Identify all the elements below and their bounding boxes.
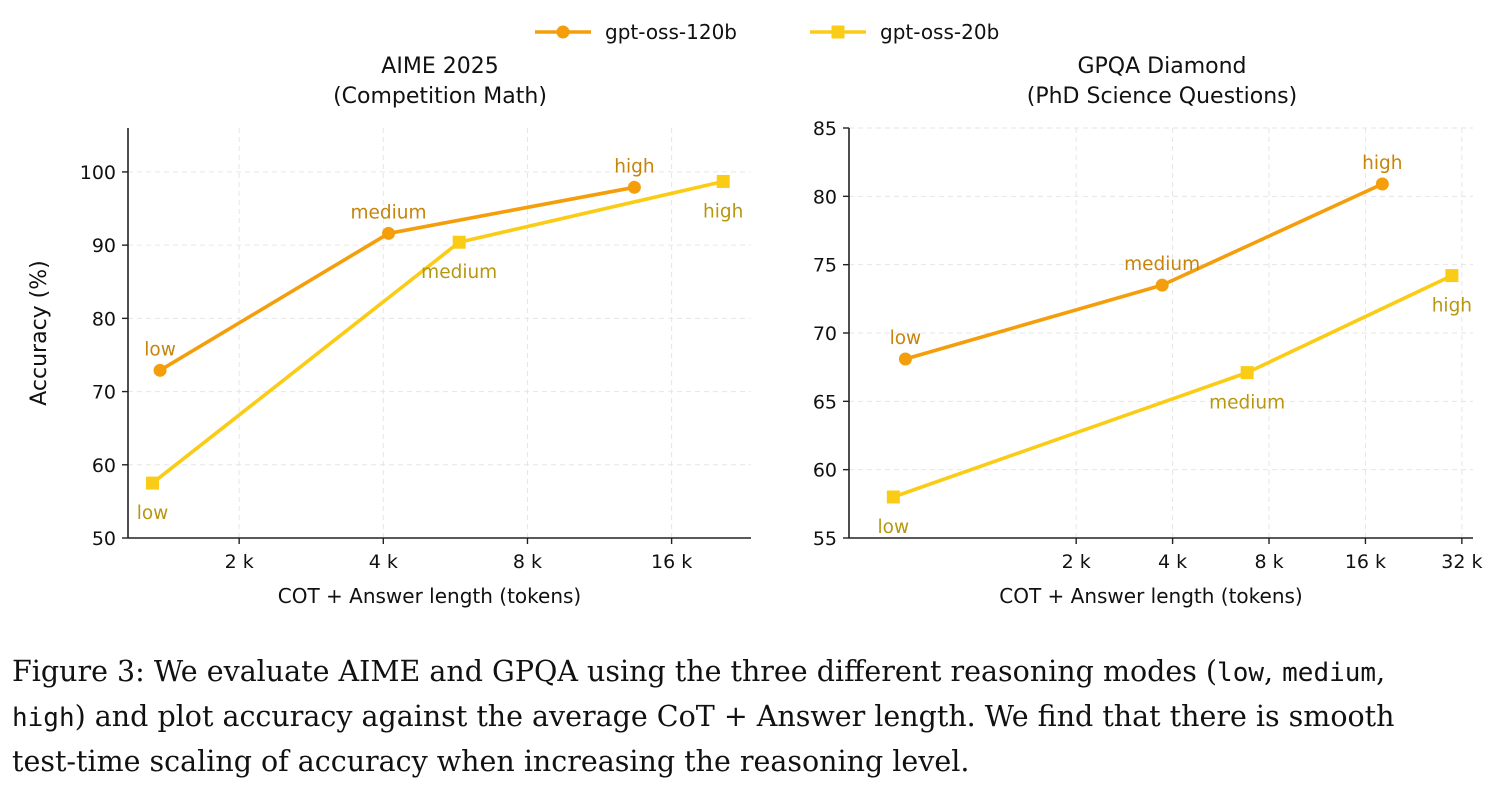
- x-tick-label: 4 k: [1158, 551, 1187, 573]
- legend-label: gpt-oss-20b: [880, 20, 999, 44]
- data-label-high: high: [1362, 153, 1402, 174]
- y-tick-label: 100: [80, 162, 116, 184]
- y-tick-label: 60: [92, 455, 116, 477]
- data-point-gpt-oss-120b: [1155, 278, 1169, 292]
- y-tick-label: 90: [92, 235, 116, 257]
- y-axis-label: Accuracy (%): [27, 260, 52, 406]
- figure-caption: Figure 3: We evaluate AIME and GPQA usin…: [12, 650, 1497, 783]
- series-gpt-oss-120b: low medium high: [144, 156, 655, 377]
- data-label-high: high: [703, 201, 743, 222]
- caption-mode-high: high: [12, 703, 75, 733]
- x-tick-label: 8 k: [1254, 551, 1283, 573]
- figure-canvas: gpt-oss-120b gpt-oss-20b 50 60 70 80 90 100 2 k…: [27, 20, 1483, 608]
- x-tick-label: 32 k: [1441, 551, 1482, 573]
- x-tick-label: 2 k: [225, 551, 254, 573]
- aime-chart-panel: 50 60 70 80 90 100 2 k 4 k 8 k 16 k AIME 2025 (Comp…: [27, 54, 751, 608]
- data-label-low: low: [878, 517, 910, 538]
- data-label-low: low: [890, 328, 922, 349]
- data-label-low: low: [144, 339, 176, 360]
- series-line-gpt-oss-20b: [151, 179, 724, 485]
- legend-entry-gpt-oss-20b: gpt-oss-20b: [810, 20, 999, 44]
- data-point-gpt-oss-20b: [1240, 366, 1254, 380]
- x-tick-label: 8 k: [513, 551, 542, 573]
- x-axis-label: COT + Answer length (tokens): [278, 584, 581, 608]
- chart-title: AIME 2025: [381, 54, 498, 79]
- data-point-gpt-oss-20b: [1445, 269, 1459, 283]
- caption-text: ) and plot accuracy against the average …: [74, 700, 1395, 733]
- y-tick-label: 85: [813, 118, 837, 140]
- legend-marker: [831, 25, 845, 39]
- caption-line-2: high) and plot accuracy against the aver…: [12, 695, 1497, 740]
- chart-subtitle: (PhD Science Questions): [1027, 84, 1297, 109]
- data-label-high: high: [1432, 296, 1472, 317]
- series-gpt-oss-20b: low medium high: [878, 269, 1472, 538]
- series-gpt-oss-120b: low medium high: [890, 153, 1403, 366]
- data-point-gpt-oss-120b: [627, 180, 641, 194]
- chart-subtitle: (Competition Math): [333, 84, 547, 109]
- y-tick-label: 80: [813, 186, 837, 208]
- caption-separator: ,: [1376, 655, 1386, 688]
- x-tick-label: 16 k: [1345, 551, 1386, 573]
- y-tick-label: 80: [92, 308, 116, 330]
- data-label-medium: medium: [1124, 254, 1200, 275]
- data-point-gpt-oss-120b: [1375, 177, 1389, 191]
- data-label-low: low: [137, 503, 169, 524]
- y-tick-label: 50: [92, 528, 116, 550]
- y-tick-label: 55: [813, 528, 837, 550]
- data-point-gpt-oss-20b: [716, 174, 730, 188]
- y-tick-label: 65: [813, 391, 837, 413]
- data-label-medium: medium: [421, 262, 497, 283]
- x-tick-label: 16 k: [651, 551, 692, 573]
- data-label-medium: medium: [1209, 393, 1285, 414]
- caption-line-1: Figure 3: We evaluate AIME and GPQA usin…: [12, 650, 1497, 695]
- x-tick-label: 2 k: [1062, 551, 1091, 573]
- legend-marker: [556, 25, 570, 39]
- caption-mode-medium: medium: [1282, 658, 1377, 688]
- legend-label: gpt-oss-120b: [605, 20, 737, 44]
- series-gpt-oss-20b: low medium high: [137, 174, 743, 524]
- data-point-gpt-oss-120b: [382, 226, 396, 240]
- caption-separator: ,: [1264, 655, 1283, 688]
- y-tick-label: 70: [813, 323, 837, 345]
- data-label-high: high: [614, 156, 654, 177]
- x-tick-label: 4 k: [369, 551, 398, 573]
- y-tick-label: 75: [813, 255, 837, 277]
- data-point-gpt-oss-120b: [153, 363, 167, 377]
- data-point-gpt-oss-20b: [886, 490, 900, 504]
- legend: gpt-oss-120b gpt-oss-20b: [535, 20, 999, 44]
- data-point-gpt-oss-20b: [145, 476, 159, 490]
- caption-text: test-time scaling of accuracy when incre…: [12, 745, 970, 778]
- data-point-gpt-oss-20b: [452, 235, 466, 249]
- data-label-medium: medium: [351, 202, 427, 223]
- gpqa-chart-panel: 55 60 65 70 75 80 85 2 k 4 k 8 k 16 k 32 k GPQA Diam…: [813, 54, 1483, 608]
- caption-line-3: test-time scaling of accuracy when incre…: [12, 740, 1497, 783]
- y-tick-label: 70: [92, 382, 116, 404]
- data-point-gpt-oss-120b: [898, 352, 912, 366]
- legend-entry-gpt-oss-120b: gpt-oss-120b: [535, 20, 737, 44]
- x-axis-label: COT + Answer length (tokens): [999, 584, 1302, 608]
- caption-text: Figure 3: We evaluate AIME and GPQA usin…: [12, 655, 1218, 688]
- y-tick-label: 60: [813, 460, 837, 482]
- caption-mode-low: low: [1217, 658, 1265, 688]
- chart-title: GPQA Diamond: [1077, 54, 1246, 79]
